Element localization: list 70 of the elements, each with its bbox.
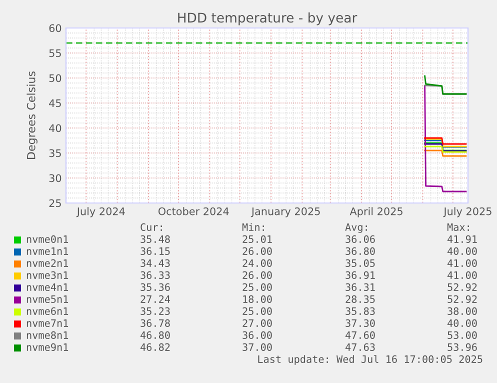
text: 36.31 xyxy=(346,283,375,291)
text: 34.43 xyxy=(140,259,170,267)
text: 47.63 xyxy=(346,343,375,351)
legend-label: nvme4n1 xyxy=(26,283,68,291)
text: 24.00 xyxy=(242,259,272,267)
text: 35.36 xyxy=(140,283,170,291)
chart-title: HDD temperature - by year xyxy=(178,12,358,26)
text: Min: xyxy=(242,223,264,231)
text: 27.00 xyxy=(242,319,272,327)
text: 52.92 xyxy=(448,283,477,291)
y-tick-label: 60 xyxy=(49,24,62,32)
text: 26.00 xyxy=(242,271,272,279)
text: 41.00 xyxy=(448,259,477,267)
text: 25.00 xyxy=(242,307,272,315)
y-tick-label: 55 xyxy=(49,49,61,58)
text: Last update: Wed Jul 16 17:00:05 2025 xyxy=(258,355,482,365)
legend-label: nvme3n1 xyxy=(26,271,68,279)
text: 27.24 xyxy=(140,295,170,303)
text: 46.82 xyxy=(140,343,170,351)
x-tick-label: July 2025 xyxy=(443,207,492,218)
legend-label: nvme1n1 xyxy=(26,247,68,255)
x-tick-label: October 2024 xyxy=(158,207,229,216)
y-tick-label: 35 xyxy=(49,149,61,158)
text: 41.00 xyxy=(448,271,477,279)
text: 36.15 xyxy=(140,247,170,255)
text: 35.23 xyxy=(140,307,170,315)
legend-label: nvme5n1 xyxy=(26,295,68,303)
y-tick-label: 50 xyxy=(49,74,62,82)
text: Avg: xyxy=(345,223,367,233)
x-tick-label: April 2025 xyxy=(350,207,402,218)
text: 25.00 xyxy=(242,283,272,291)
text: 41.91 xyxy=(448,235,477,243)
y-tick-label: 40 xyxy=(49,124,62,132)
text: Cur: xyxy=(140,223,162,231)
text: 47.60 xyxy=(346,331,375,339)
text: Max: xyxy=(447,223,469,231)
text: 40.00 xyxy=(448,319,477,327)
x-tick-label: January 2025 xyxy=(250,207,320,218)
legend-label: nvme2n1 xyxy=(26,259,68,267)
legend-label: nvme6n1 xyxy=(26,307,68,315)
text: 53.00 xyxy=(448,331,477,339)
text: 25.01 xyxy=(242,235,272,243)
y-tick-label: 25 xyxy=(49,199,61,208)
text: 36.80 xyxy=(346,247,375,255)
text: 35.83 xyxy=(346,307,375,315)
text: 37.00 xyxy=(242,343,272,351)
text: 35.48 xyxy=(140,235,170,243)
text: 52.92 xyxy=(448,295,477,303)
text: 18.00 xyxy=(243,295,272,303)
legend-label: nvme9n1 xyxy=(26,343,68,351)
text: 28.35 xyxy=(346,295,375,303)
text: 36.33 xyxy=(140,271,170,279)
text: 36.91 xyxy=(346,271,375,279)
text: 26.00 xyxy=(242,247,272,255)
text: 38.00 xyxy=(448,307,477,315)
text: 36.00 xyxy=(242,331,272,339)
text: 46.80 xyxy=(140,331,170,339)
text: 37.30 xyxy=(346,319,375,327)
x-tick-label: July 2024 xyxy=(76,207,125,218)
y-axis-title: Degrees Celsius xyxy=(26,71,38,159)
text: 40.00 xyxy=(448,247,477,255)
legend-label: nvme8n1 xyxy=(26,331,68,339)
y-tick-label: 30 xyxy=(49,174,62,182)
text: 53.96 xyxy=(448,343,477,351)
legend-label: nvme0n1 xyxy=(26,235,68,243)
legend-label: nvme7n1 xyxy=(26,319,68,327)
text: 36.78 xyxy=(140,319,170,327)
text: 35.05 xyxy=(346,259,375,267)
text: 36.06 xyxy=(346,235,375,243)
y-tick-label: 45 xyxy=(49,99,61,108)
